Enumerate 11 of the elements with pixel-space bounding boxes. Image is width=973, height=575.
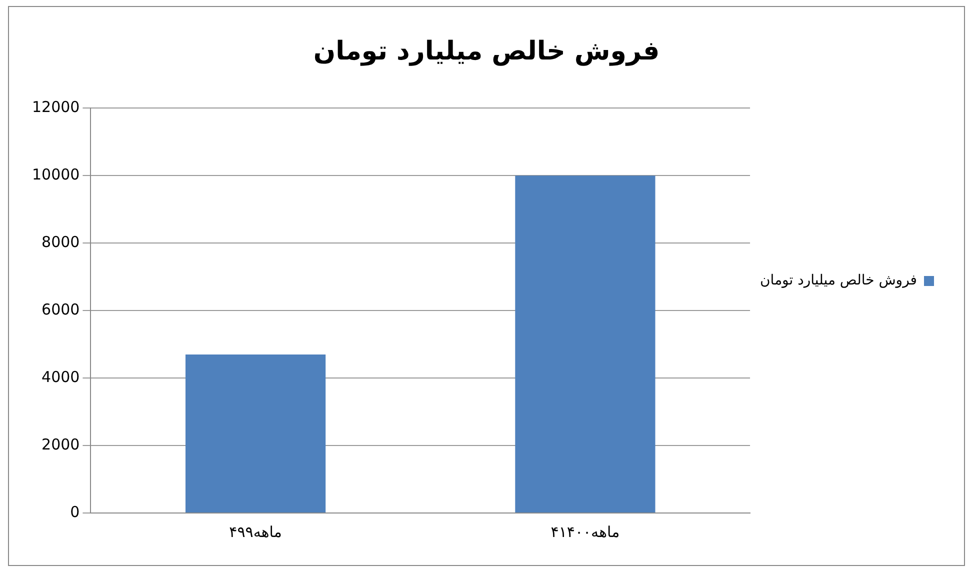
y-tick-label: 0 (70, 502, 80, 521)
y-tick-label: 12000 (32, 98, 80, 116)
y-tick-label: 6000 (42, 300, 80, 318)
x-tick-label: ۴ماهه۱۴۰۰ (550, 522, 620, 541)
y-tick-label: 4000 (42, 368, 80, 386)
y-tick-label: 10000 (32, 166, 80, 184)
y-tick-label: 8000 (42, 233, 80, 252)
legend-label: فروش خالص میلیارد تومان (760, 272, 917, 289)
x-tick-label: ۴ماهه۹۹ (229, 522, 282, 541)
y-tick-label: 2000 (42, 435, 80, 454)
chart-title: فروش خالص میلیارد تومان (313, 36, 660, 66)
